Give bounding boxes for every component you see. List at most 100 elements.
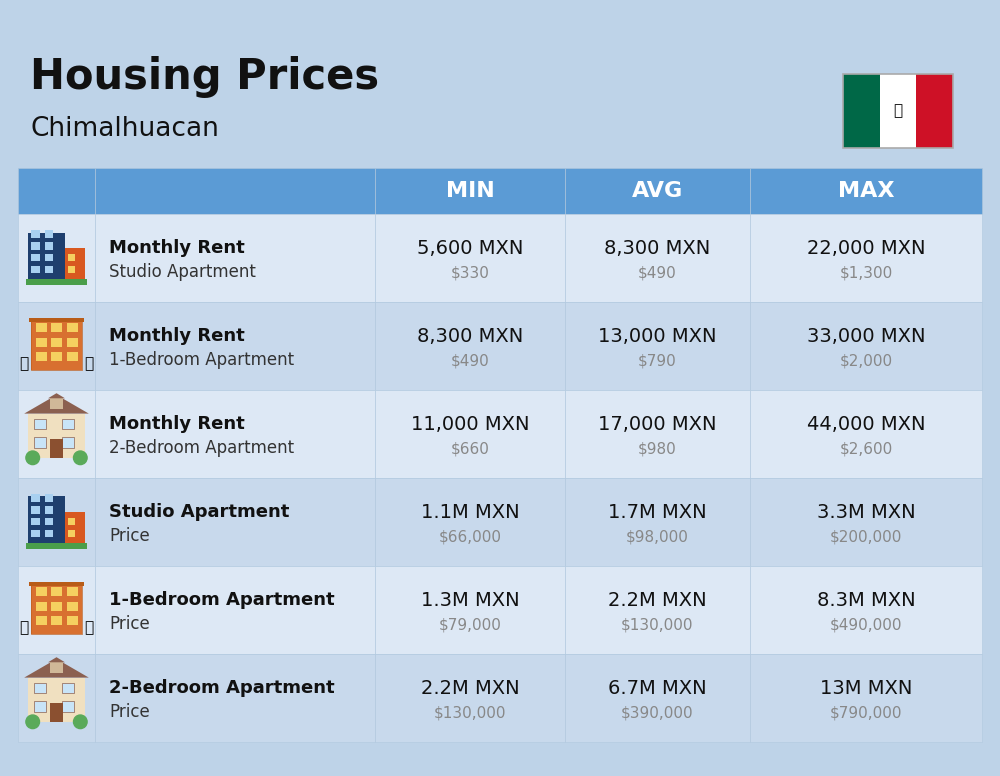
- Bar: [34, 419, 46, 429]
- Bar: [565, 654, 750, 742]
- Text: $490,000: $490,000: [830, 618, 902, 632]
- Bar: [565, 302, 750, 390]
- Bar: [95, 390, 375, 478]
- Text: 13,000 MXN: 13,000 MXN: [598, 327, 717, 345]
- Text: $130,000: $130,000: [621, 618, 694, 632]
- Text: $490: $490: [451, 354, 489, 369]
- Bar: [68, 530, 75, 537]
- Bar: [28, 497, 65, 546]
- Bar: [51, 587, 62, 597]
- Text: 🌳: 🌳: [84, 356, 93, 372]
- Bar: [36, 587, 47, 597]
- Bar: [565, 214, 750, 302]
- Bar: [31, 506, 40, 514]
- Text: 3.3M MXN: 3.3M MXN: [817, 503, 915, 521]
- Bar: [565, 478, 750, 566]
- Text: 22,000 MXN: 22,000 MXN: [807, 238, 925, 258]
- Bar: [68, 518, 75, 525]
- Bar: [50, 398, 63, 408]
- Bar: [750, 390, 982, 478]
- Bar: [50, 703, 63, 722]
- Bar: [95, 654, 375, 742]
- Bar: [18, 478, 95, 566]
- Bar: [34, 702, 46, 712]
- Text: 🌳: 🌳: [20, 356, 29, 372]
- Bar: [375, 478, 565, 566]
- Text: Price: Price: [109, 615, 150, 633]
- Bar: [31, 230, 40, 237]
- Bar: [50, 662, 63, 673]
- Bar: [68, 265, 75, 273]
- Bar: [375, 214, 565, 302]
- Text: AVG: AVG: [632, 181, 683, 201]
- Text: 1-Bedroom Apartment: 1-Bedroom Apartment: [109, 351, 294, 369]
- Polygon shape: [24, 659, 89, 677]
- Text: Monthly Rent: Monthly Rent: [109, 239, 245, 257]
- Bar: [29, 582, 84, 586]
- Bar: [31, 518, 40, 525]
- Bar: [31, 254, 40, 262]
- Bar: [62, 438, 74, 448]
- Polygon shape: [24, 395, 89, 414]
- Bar: [67, 338, 78, 347]
- Bar: [62, 702, 74, 712]
- Bar: [750, 168, 982, 214]
- Text: 11,000 MXN: 11,000 MXN: [411, 414, 529, 434]
- Bar: [31, 320, 82, 370]
- Bar: [67, 352, 78, 362]
- Bar: [565, 566, 750, 654]
- Text: Monthly Rent: Monthly Rent: [109, 327, 245, 345]
- Bar: [62, 419, 74, 429]
- Text: 2-Bedroom Apartment: 2-Bedroom Apartment: [109, 679, 335, 697]
- Text: $660: $660: [451, 442, 489, 456]
- Bar: [565, 168, 750, 214]
- Bar: [67, 587, 78, 597]
- Text: 8.3M MXN: 8.3M MXN: [817, 591, 915, 609]
- Bar: [65, 248, 85, 282]
- Bar: [18, 302, 95, 390]
- Text: $2,000: $2,000: [839, 354, 893, 369]
- Bar: [34, 683, 46, 693]
- Bar: [95, 478, 375, 566]
- Bar: [95, 168, 375, 214]
- Text: 2.2M MXN: 2.2M MXN: [421, 678, 519, 698]
- Bar: [67, 601, 78, 611]
- Text: 44,000 MXN: 44,000 MXN: [807, 414, 925, 434]
- Bar: [95, 214, 375, 302]
- Bar: [375, 566, 565, 654]
- Text: Housing Prices: Housing Prices: [30, 56, 379, 98]
- Text: 1.3M MXN: 1.3M MXN: [421, 591, 519, 609]
- Bar: [34, 438, 46, 448]
- Bar: [67, 323, 78, 332]
- Bar: [750, 566, 982, 654]
- Text: Price: Price: [109, 703, 150, 721]
- Text: $390,000: $390,000: [621, 705, 694, 720]
- Bar: [18, 566, 95, 654]
- Text: $98,000: $98,000: [626, 529, 689, 545]
- Text: $490: $490: [638, 265, 677, 280]
- Bar: [843, 74, 880, 148]
- Text: 1.7M MXN: 1.7M MXN: [608, 503, 707, 521]
- Bar: [31, 530, 40, 537]
- Bar: [375, 654, 565, 742]
- Bar: [45, 530, 53, 537]
- Text: $2,600: $2,600: [839, 442, 893, 456]
- Bar: [750, 478, 982, 566]
- Bar: [95, 566, 375, 654]
- Text: $330: $330: [451, 265, 489, 280]
- Bar: [36, 323, 47, 332]
- Text: $130,000: $130,000: [434, 705, 506, 720]
- Text: 5,600 MXN: 5,600 MXN: [417, 238, 523, 258]
- Bar: [51, 323, 62, 332]
- Circle shape: [74, 451, 87, 465]
- Text: 🌳: 🌳: [20, 621, 29, 636]
- Text: 🌳: 🌳: [84, 621, 93, 636]
- Text: MIN: MIN: [446, 181, 494, 201]
- Bar: [31, 584, 82, 634]
- Text: $790,000: $790,000: [830, 705, 902, 720]
- Bar: [51, 338, 62, 347]
- Bar: [750, 654, 982, 742]
- Bar: [45, 518, 53, 525]
- Text: $66,000: $66,000: [438, 529, 502, 545]
- Bar: [68, 254, 75, 262]
